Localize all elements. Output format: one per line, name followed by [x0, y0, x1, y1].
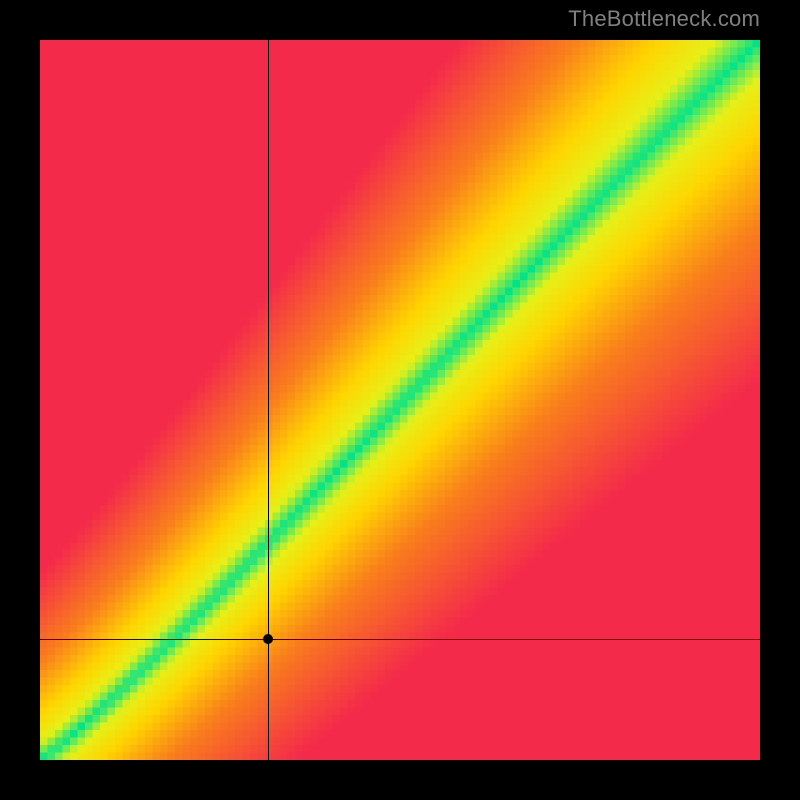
crosshair-horizontal: [40, 639, 760, 640]
heatmap-plot-area: [40, 40, 760, 760]
crosshair-vertical: [268, 40, 269, 760]
watermark-text: TheBottleneck.com: [568, 6, 760, 32]
heatmap-canvas: [40, 40, 760, 760]
crosshair-point-marker: [263, 634, 273, 644]
